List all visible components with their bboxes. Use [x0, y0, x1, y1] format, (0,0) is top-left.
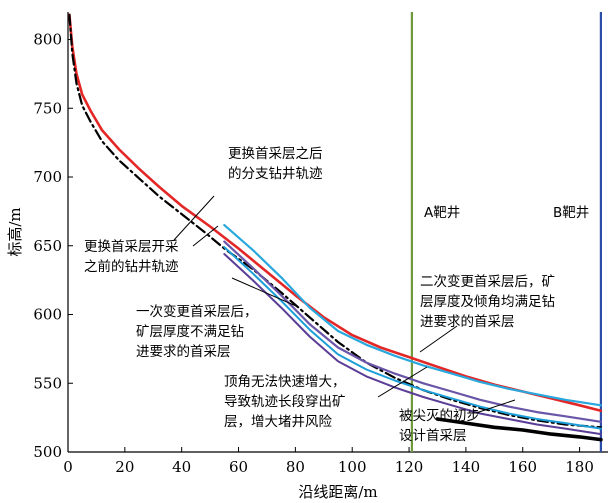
y-tick-label: 650	[33, 237, 62, 255]
y-tick-label: 800	[33, 31, 62, 49]
annotation-leader	[475, 399, 516, 414]
annotation-leader	[231, 277, 297, 307]
annotation-text: 一次变更首采层后，	[136, 304, 258, 320]
x-tick-label: 0	[63, 458, 73, 476]
x-tick-label: 160	[508, 458, 537, 476]
series-line	[223, 253, 602, 436]
y-axis-label: 标高/m	[6, 207, 24, 256]
annotation-text: 被尖灭的初步	[399, 407, 480, 424]
x-tick-label: 40	[172, 458, 191, 476]
annotation-leader	[419, 325, 458, 353]
x-tick-label: 180	[565, 458, 594, 476]
x-tick-label: 20	[115, 458, 134, 476]
x-tick-label: 80	[286, 458, 305, 476]
annotation-text: 进要求的首采层	[420, 314, 515, 330]
y-tick-label: 550	[33, 374, 62, 392]
annotation-text: 进要求的首采层	[136, 344, 231, 360]
annotation-leader	[173, 195, 215, 241]
annotation-text: 更换首采层开采	[84, 239, 179, 255]
annotation-leader	[377, 366, 428, 398]
series-lines	[68, 13, 603, 442]
axes: 0 20 40 60 80 100 120 140 160 180 500 550 600 650 700 7…	[6, 12, 608, 501]
target-well-label: A靶井	[424, 205, 460, 221]
annotation-text: 之前的钻井轨迹	[84, 258, 179, 275]
annotation-text: 层厚度及倾角均满足钻	[420, 294, 555, 310]
annotation-text: 矿层厚度不满足钻	[136, 324, 244, 340]
annotation-text: 的分支钻井轨迹	[228, 166, 323, 182]
series-line	[223, 246, 602, 430]
y-tick-label: 600	[33, 306, 62, 324]
y-tick-label: 500	[33, 443, 62, 461]
series-line	[435, 417, 603, 442]
x-tick-label: 100	[338, 458, 367, 476]
annotation-text: 导致轨迹长段穿出矿	[224, 394, 346, 410]
series-line	[223, 224, 602, 407]
y-tick-label: 750	[33, 99, 62, 117]
x-axis-label: 沿线距离/m	[298, 483, 377, 501]
annotation-text: 二次变更首采层后，矿	[420, 274, 555, 290]
annotation-text: 更换首采层之后	[228, 146, 323, 162]
y-tick-label: 700	[33, 168, 62, 186]
target-well-label: B靶井	[553, 205, 589, 221]
x-tick-label: 60	[229, 458, 248, 476]
annotation-text: 层，增大堵井风险	[224, 414, 332, 430]
series-line	[68, 13, 602, 429]
x-tick-label: 140	[452, 458, 481, 476]
annotation-text: 设计首采层	[399, 428, 467, 444]
x-tick-label: 120	[395, 458, 424, 476]
target-well-lines: A靶井 B靶井	[410, 12, 602, 452]
annotation-text: 顶角无法快速增大，	[224, 374, 346, 390]
annotation-leader	[192, 225, 219, 247]
